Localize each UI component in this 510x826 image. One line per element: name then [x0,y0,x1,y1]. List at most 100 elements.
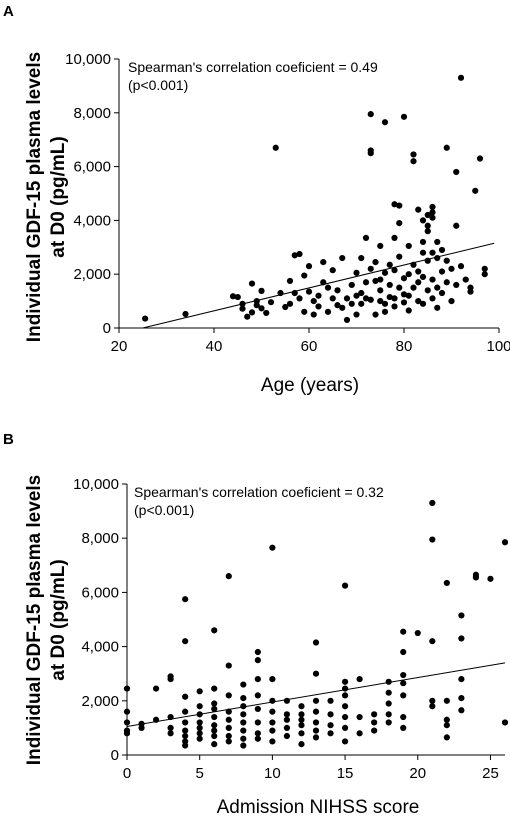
panel-a-data-point [282,303,289,311]
panel-a-data-point [443,279,450,286]
panel-b-letter: B [3,431,14,448]
panel-b-data-point [182,719,189,726]
panel-b-data-point [385,700,392,707]
panel-b-data-point [341,713,349,721]
panel-a-data-point [320,279,327,286]
panel-b-data-point [254,692,261,699]
panel-a-data-point [400,113,408,120]
panel-b-annotation-line1: Spearman's correlation coeficient = 0.32 [134,484,384,500]
panel-b-ylabel-line2: at D0 (pg/mL) [48,559,69,680]
panel-b-data-point [458,694,465,702]
panel-b-data-point [225,662,232,669]
panel-a-data-point [396,219,403,227]
panel-a-data-point [386,261,393,268]
panel-b-data-point [341,738,349,745]
panel-a-x-tick-label: 20 [111,338,128,355]
panel-b-data-point [283,732,291,740]
panel-b-data-point [400,724,407,732]
panel-b-data-point [385,711,392,718]
panel-b-data-point [211,722,218,729]
panel-b-data-point [371,727,378,734]
panel-b-y-tick-label: 8,000 [81,530,119,547]
panel-b-x-tick-label: 15 [337,765,354,782]
panel-b-data-point [152,685,160,692]
panel-a-data-point [286,300,294,307]
panel-a-trendline [142,242,495,329]
panel-b-data-point [371,711,378,718]
panel-a-data-point [481,265,488,272]
panel-a-data-point [367,296,374,303]
panel-b-data-point [269,676,276,683]
panel-a-data-point [377,298,384,305]
panel-b-data-point [443,697,450,704]
panel-b-data-point [196,703,203,710]
panel-b-data-point [443,734,450,741]
panel-b-data-point [254,657,261,664]
panel-b-data-point [269,544,276,551]
panel-a-data-point [400,299,408,306]
panel-a-data-point [324,308,332,315]
panel-b-data-point [123,719,131,726]
panel-a-data-point [419,238,427,246]
panel-a-data-point [443,257,450,264]
panel-b-data-point [225,708,232,715]
panel-a-data-point [263,309,270,317]
panel-a-data-point [396,202,403,209]
panel-b-data-point [196,730,203,737]
panel-a-data-point [377,287,384,294]
panel-b-data-point [312,697,320,704]
panel-b-data-point [211,741,218,748]
panel-a-data-point [377,242,384,250]
panel-b-data-point [312,708,320,715]
panel-b-data-point [400,628,407,635]
panel-b-data-point [400,713,407,721]
panel-b-data-point [385,689,392,696]
panel-a-data-point [258,305,265,312]
panel-b-data-point [283,697,291,704]
panel-b-data-point [240,711,247,718]
panel-a-data-point [277,289,284,297]
panel-a-data-point [457,263,465,270]
panel-a-data-point [239,305,246,312]
panel-b-data-point [269,719,276,726]
panel-a-y-tick-label: 4,000 [73,212,111,229]
panel-a-data-point [472,187,479,194]
panel-a-data-point [381,308,389,315]
panel-a-x-tick-label: 60 [301,338,318,355]
panel-b-data-point [196,735,203,742]
panel-b-data-point [458,676,465,683]
panel-b-data-point [123,708,131,715]
panel-a-data-point [434,254,441,262]
panel-b-data-point [312,719,320,726]
panel-a-data-point [348,281,355,289]
panel-a-data-point [419,300,427,307]
panel-a-data-point [291,289,298,297]
panel-a-data-point [339,254,346,262]
panel-a-data-point [429,203,436,211]
panel-a-data-point [244,313,251,320]
panel-b-y-tick-label: 0 [111,747,119,764]
panel-b-data-point [443,722,450,729]
panel-a-data-point [438,268,446,275]
panel-a-data-point [415,268,422,275]
panel-a-data-point [343,316,351,324]
panel-b-data-point [269,727,276,734]
panel-a-letter: A [3,3,14,20]
panel-b-data-point [167,730,174,737]
panel-a-data-point [419,273,427,280]
panel-b-data-point [196,688,203,695]
panel-a-data-point [429,249,436,256]
panel-b-data-point [283,711,291,718]
panel-b-data-point [443,579,450,587]
panel-b-data-point [225,692,232,699]
panel-b-data-point [341,678,349,685]
panel-b-data-point [123,685,131,692]
panel-b-data-point [414,629,421,637]
panel-b-data-point [283,716,291,723]
panel-a-data-point [142,315,149,322]
panel-a-data-point [320,258,327,266]
panel-a-data-point [248,309,256,316]
panel-a-data-point [400,291,408,298]
panel-b-data-point [458,635,465,642]
panel-a-data-point [239,300,246,307]
